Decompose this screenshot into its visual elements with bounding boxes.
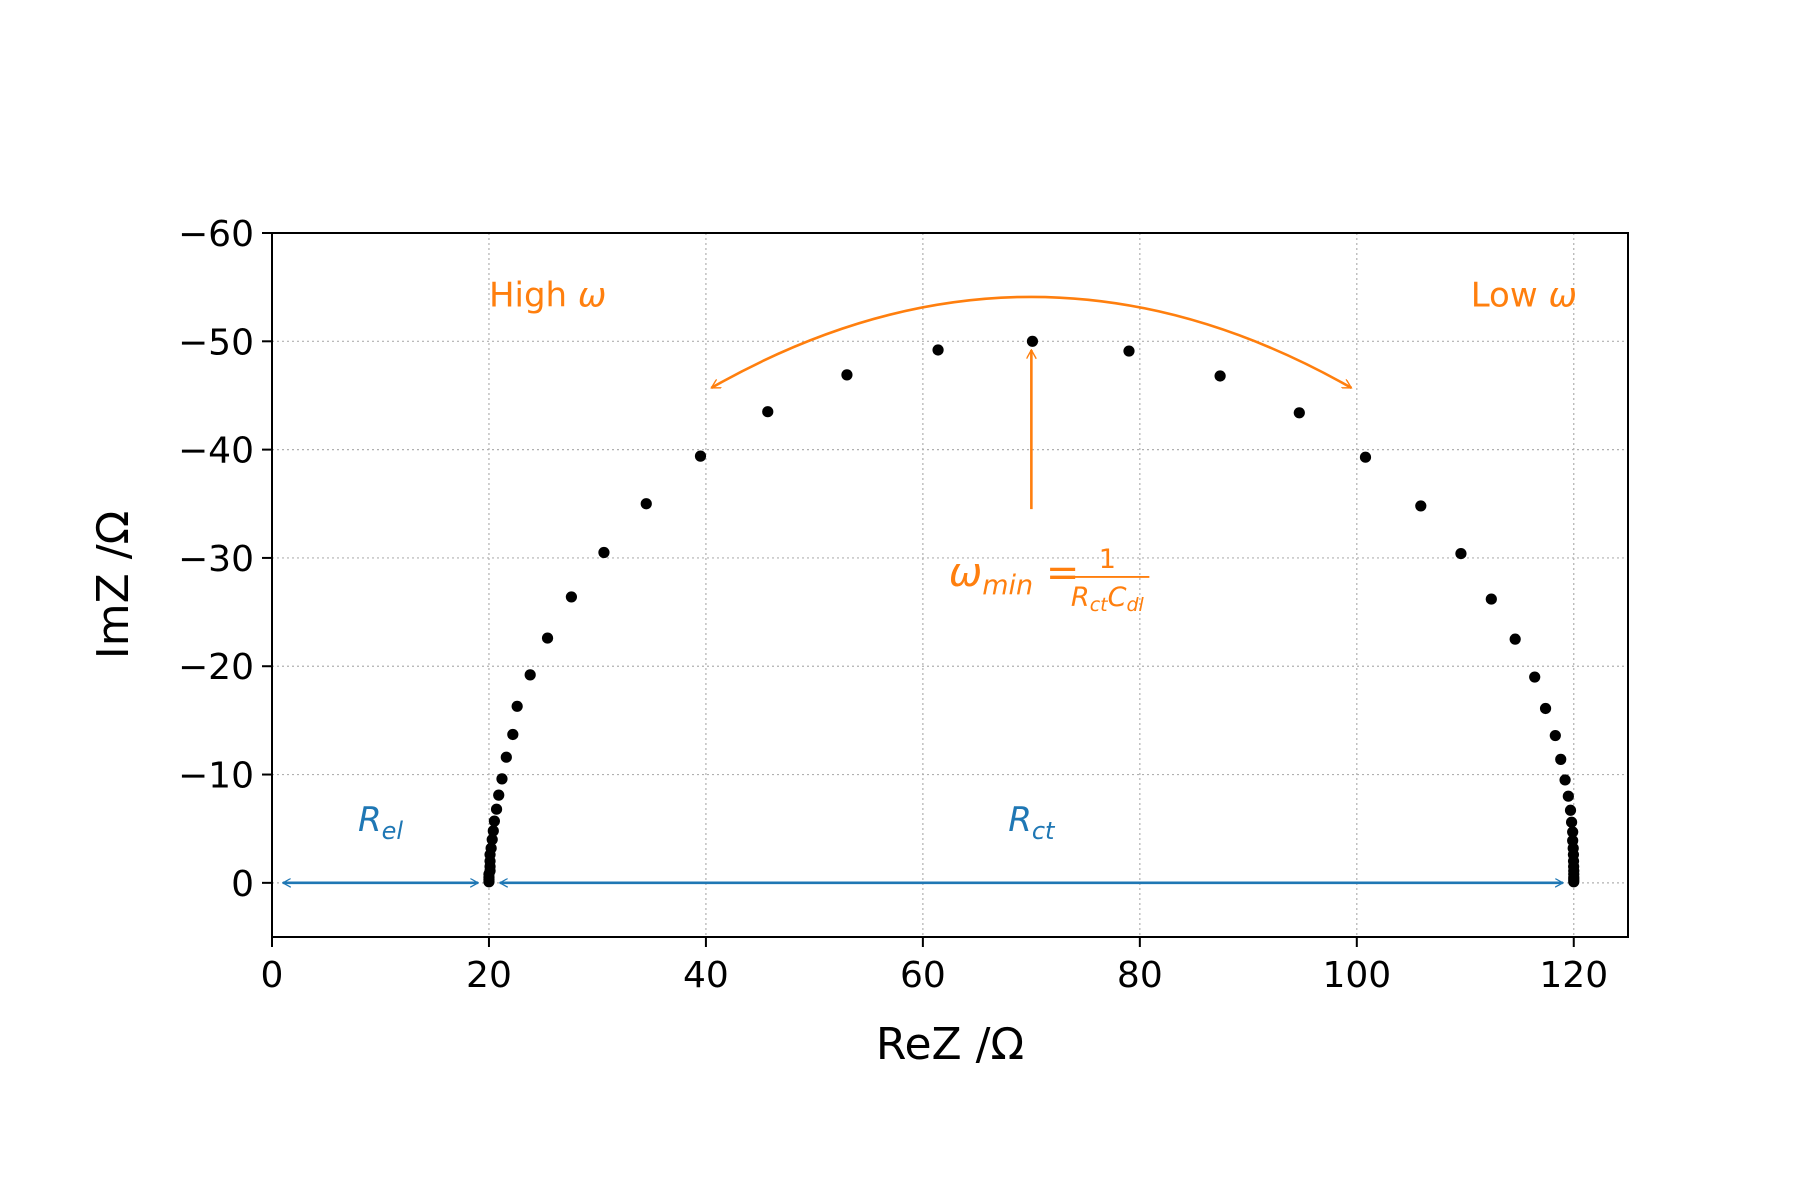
- high-omega-label: High ω: [489, 276, 606, 316]
- data-point: [1565, 816, 1578, 828]
- data-point: [1549, 729, 1561, 742]
- data-point: [493, 789, 505, 801]
- data-points: [483, 335, 1580, 888]
- y-tick-label: −10: [178, 756, 254, 797]
- omega-min-formula: ωmin = 1 RctCdl: [949, 544, 1150, 616]
- x-tick-label: 0: [261, 955, 284, 996]
- y-tick-label: 0: [231, 864, 254, 905]
- r-el-label: Rel: [358, 800, 403, 845]
- y-tick-label: −40: [178, 431, 254, 472]
- data-point: [1214, 370, 1226, 382]
- data-point: [487, 825, 499, 837]
- data-point: [486, 833, 498, 846]
- x-tick-label: 60: [900, 955, 946, 996]
- data-point: [932, 344, 944, 356]
- data-point: [507, 728, 519, 741]
- y-axis-label: ImZ /Ω: [88, 511, 139, 659]
- data-point: [1555, 753, 1567, 765]
- data-point: [490, 803, 503, 815]
- data-point: [524, 669, 536, 681]
- x-tick-label: 20: [466, 955, 512, 996]
- data-point: [1529, 671, 1541, 683]
- data-point: [565, 591, 578, 603]
- data-point: [1539, 702, 1552, 715]
- x-axis-label: ReZ /Ω: [876, 1019, 1024, 1070]
- frequency-arc-arrow: [711, 295, 1351, 390]
- y-axis-ticks: −60 −50 −40 −30 −20 −10 0: [178, 214, 272, 905]
- data-point: [541, 632, 554, 644]
- data-point: [511, 700, 523, 712]
- data-point: [762, 406, 774, 418]
- fraction-denominator: RctCdl: [1071, 582, 1145, 616]
- x-tick-label: 40: [683, 955, 729, 996]
- data-point: [1359, 451, 1372, 463]
- y-tick-label: −60: [178, 214, 254, 255]
- y-tick-label: −30: [178, 539, 254, 580]
- svg-text:ωmin =: ωmin =: [949, 550, 1080, 601]
- annotation-arrows: [283, 295, 1563, 883]
- data-point: [598, 546, 610, 559]
- plot-frame: [271, 232, 1629, 938]
- grid-lines: [272, 233, 1628, 937]
- data-point: [1567, 826, 1579, 838]
- data-point: [1293, 407, 1305, 419]
- y-tick-label: −50: [178, 322, 254, 363]
- data-point: [1123, 345, 1135, 357]
- data-point: [694, 450, 707, 462]
- data-point: [1562, 790, 1574, 802]
- x-tick-label: 80: [1117, 955, 1163, 996]
- x-tick-label: 120: [1539, 955, 1608, 996]
- data-point: [488, 815, 500, 827]
- low-omega-label: Low ω: [1471, 276, 1577, 316]
- data-point: [1568, 876, 1580, 888]
- data-point: [1559, 774, 1571, 786]
- data-point: [1455, 547, 1467, 560]
- data-point: [496, 773, 508, 785]
- data-point: [500, 751, 512, 763]
- data-point: [1415, 500, 1427, 512]
- data-point: [1026, 335, 1039, 347]
- data-point: [640, 498, 652, 510]
- data-point: [1485, 593, 1497, 605]
- fraction-numerator: 1: [1099, 544, 1116, 575]
- y-tick-label: −20: [178, 647, 254, 688]
- data-point: [841, 369, 853, 381]
- data-point: [1564, 804, 1577, 816]
- r-ct-label: Rct: [1008, 800, 1056, 845]
- data-point: [1509, 633, 1521, 645]
- x-axis-ticks: 0 20 40 60 80 100 120: [261, 937, 1608, 996]
- x-tick-label: 100: [1322, 955, 1391, 996]
- data-point: [485, 842, 497, 854]
